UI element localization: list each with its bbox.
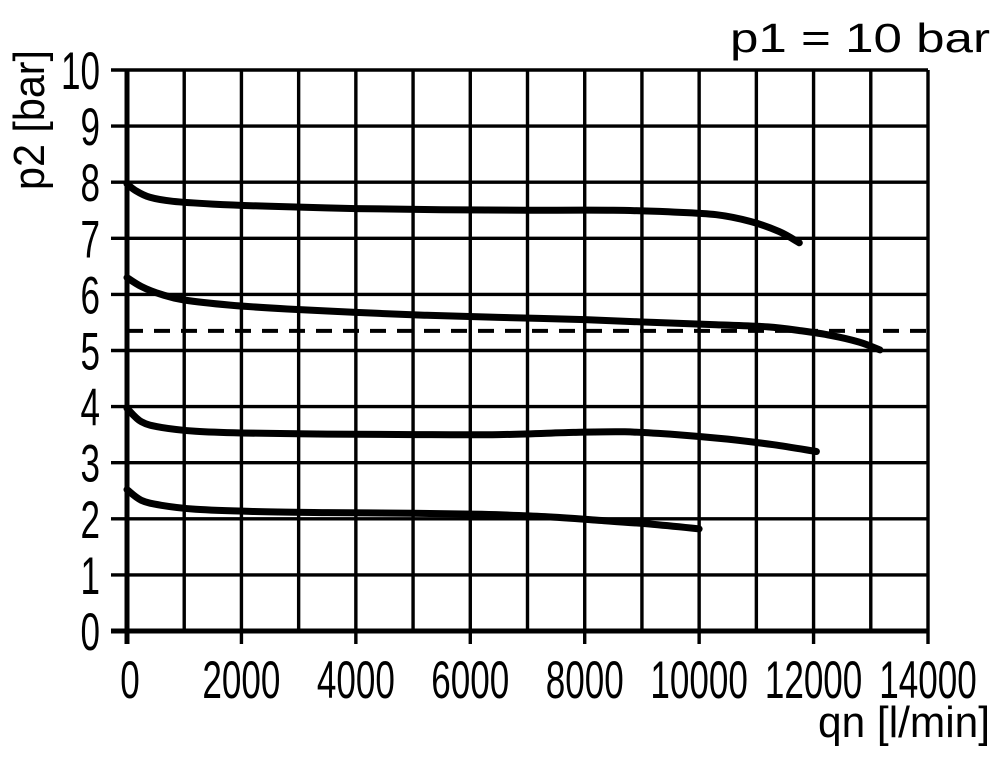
x-tick-label: 6000 — [431, 651, 509, 710]
curves-layer — [123, 180, 884, 533]
x-tick-label: 10000 — [650, 651, 748, 710]
y-tick-label: 6 — [81, 266, 101, 325]
y-tick-label: 7 — [81, 210, 101, 269]
y-tick-label: 5 — [81, 323, 101, 382]
x-tick-label: 0 — [120, 651, 140, 710]
x-tick-label: 12000 — [765, 651, 863, 710]
y-tick-label: 2 — [81, 491, 101, 550]
y-tick-label: 1 — [81, 547, 101, 606]
tick-labels-layer: 0 2000 4000 6000 8000 10000 12000 14000 01234567… — [61, 42, 977, 710]
y-tick-label: 0 — [81, 603, 101, 662]
y-tick-label: 3 — [81, 435, 101, 494]
y-axis-label: p2 [bar] — [5, 50, 54, 190]
grid-layer — [111, 68, 930, 644]
curve-set-2.1-bar — [123, 486, 703, 533]
y-tick-label: 4 — [81, 379, 101, 438]
curve-set-5.8-bar — [123, 274, 884, 354]
chart-title: p1 = 10 bar — [730, 15, 990, 61]
x-axis-label: qn [l/min] — [818, 698, 990, 747]
y-tick-label: 10 — [61, 42, 100, 101]
curve-set-7.5-bar — [123, 180, 803, 247]
y-tick-label: 9 — [81, 98, 101, 157]
x-tick-label: 8000 — [546, 651, 624, 710]
y-tick-label: 8 — [81, 154, 101, 213]
curve-set-3.5-bar — [123, 404, 820, 455]
x-tick-label: 14000 — [879, 651, 977, 710]
x-tick-label: 2000 — [202, 651, 280, 710]
x-tick-label: 4000 — [317, 651, 395, 710]
